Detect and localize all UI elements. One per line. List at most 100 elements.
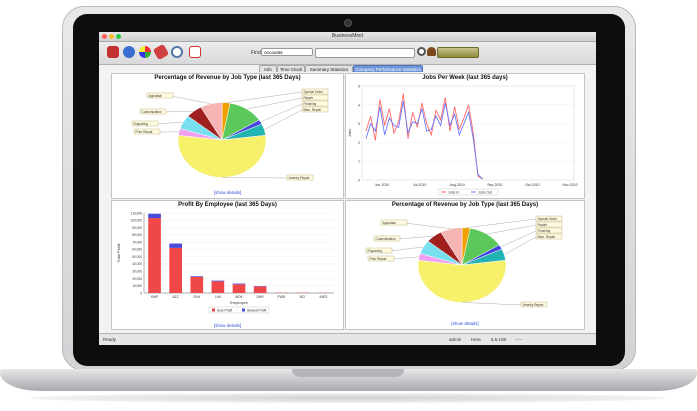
pie-label-box [535,221,563,228]
info-icon[interactable] [123,46,135,58]
legend-swatch [212,308,215,312]
pie-label: Customization [376,237,396,241]
pie-leader-line [391,256,420,260]
find-input[interactable] [315,48,415,58]
pie-label: Repair [304,96,314,100]
pie-label-box [286,174,314,181]
tab-time-clock[interactable]: Time Clock [277,65,305,72]
pie-label: Engraving [134,122,149,126]
calendar-page-icon[interactable] [189,46,201,58]
y-tick-label: 70,000 [132,240,142,244]
x-tick-label: Oct-2010 [525,183,539,187]
pie-leader-line [500,230,537,248]
toolbar: Find Accounts [99,42,596,65]
legend-swatch [242,308,245,312]
bar [190,277,204,293]
pie-label: Special Order [304,90,324,94]
zoom-window-button[interactable] [116,34,121,39]
status-bar: Ready admin Here 5.5.108 --:-- [99,333,596,345]
pie-leader-line [226,91,303,103]
pie-leader-line [466,218,537,228]
pie-slice [200,102,223,141]
pie-leader-line [264,109,303,130]
find-category-select[interactable]: Accounts [261,48,313,56]
y-tick-label: 40,000 [132,262,142,266]
legend-label: Shared Profit [247,308,266,312]
y-tick-label: 0 [140,291,142,295]
minimize-window-button[interactable] [109,34,114,39]
tab-company-performance-statistics[interactable]: Company Performance Statistics [353,65,423,72]
laptop-shadow [30,393,667,403]
tab-summary-statistics[interactable]: Summary Statistics [305,65,353,72]
app-window: BusinessMind Find Accounts Info Time Clo… [99,32,596,345]
y-tick-label: 110,000 [131,211,143,215]
status-text: Ready [103,337,117,342]
pie-leader-line [404,222,452,229]
pie-label: Customization [142,110,162,114]
pie-label: Misc. Repair [538,235,557,239]
pie-label-box [535,215,563,222]
y-tick-label: 2 [358,141,360,145]
pie-slice [417,260,507,303]
pie-label: Misc. Repair [304,108,323,112]
legend-box [437,188,499,196]
pie-label: Jewelry Repair [523,303,545,307]
pie-label: Finishing [538,229,551,233]
action-button[interactable] [437,47,479,58]
close-window-button[interactable] [102,34,107,39]
status-user: admin [449,337,462,342]
bar [232,284,246,293]
pie-leader-line [397,235,434,240]
tag-icon[interactable] [152,43,170,61]
calendar-icon[interactable] [107,46,119,58]
pie-slice [440,227,463,266]
pie-label: Special Order [538,217,558,221]
y-tick-label: 3 [358,122,360,126]
bar [148,218,161,293]
pie-label-box [301,94,329,101]
bar-chart: 0 10,000 20,000 30,000 40,000 50,000 60,000 70,… [116,211,334,314]
pie-leader-line [486,224,537,235]
pie-label-box [139,108,167,115]
y-tick-label: 90,000 [132,226,142,230]
pie-leader-line [389,246,424,252]
bar [211,280,225,282]
y-tick-label: 10,000 [132,284,142,288]
show-details-link[interactable]: [show details] [213,323,242,328]
pie-chart-panel-bottom: Percentage of Revenue by Job Type (last … [345,200,585,330]
pie-label-box [301,100,329,107]
x-tick-label: RLN [193,295,200,299]
search-icon[interactable] [417,47,426,56]
pie-label: Prior Repair [370,257,388,261]
pie-label-box [380,219,408,226]
find-label: Find [251,50,261,56]
pie-chart-title: Percentage of Revenue by Job Type (last … [391,202,539,208]
camera-icon [344,19,352,27]
chart-pie-icon[interactable] [139,46,151,58]
line-chart-panel: Jobs Per Week (last 365 days) 0 1 2 3 4 5 Jobs… [345,73,585,199]
pie-chart-panel-top: Percentage of Revenue by Job Type (last … [111,73,344,199]
pie-leader-line [461,302,522,306]
bar [190,276,204,277]
pie-label-box [367,255,395,262]
window-titlebar: BusinessMind [99,32,596,42]
legend-label: Jobs Out [478,191,492,195]
y-tick-label: 100,000 [130,219,142,223]
y-tick-label: 5 [358,85,360,89]
bar-chart-panel: Profit By Employee (last 365 Days) 0 10,0… [111,200,344,330]
show-details-link[interactable]: [show details] [451,321,479,326]
clock-icon[interactable] [171,46,183,58]
window-title: BusinessMind [331,33,364,39]
tab-info[interactable]: Info [259,65,277,72]
bar [169,243,182,248]
x-tick-label: Aug-2010 [450,183,465,187]
show-details-link[interactable]: [show details] [213,190,242,195]
status-location: Here [471,337,481,342]
legend-label: Jobs In [448,191,459,195]
x-tick-label: KMP [151,295,159,299]
pie-label-box [146,92,174,99]
pie-label: Repair [538,223,548,227]
bell-icon[interactable] [427,47,436,56]
x-tick-label: LMI [215,295,221,299]
laptop-base [0,369,697,391]
